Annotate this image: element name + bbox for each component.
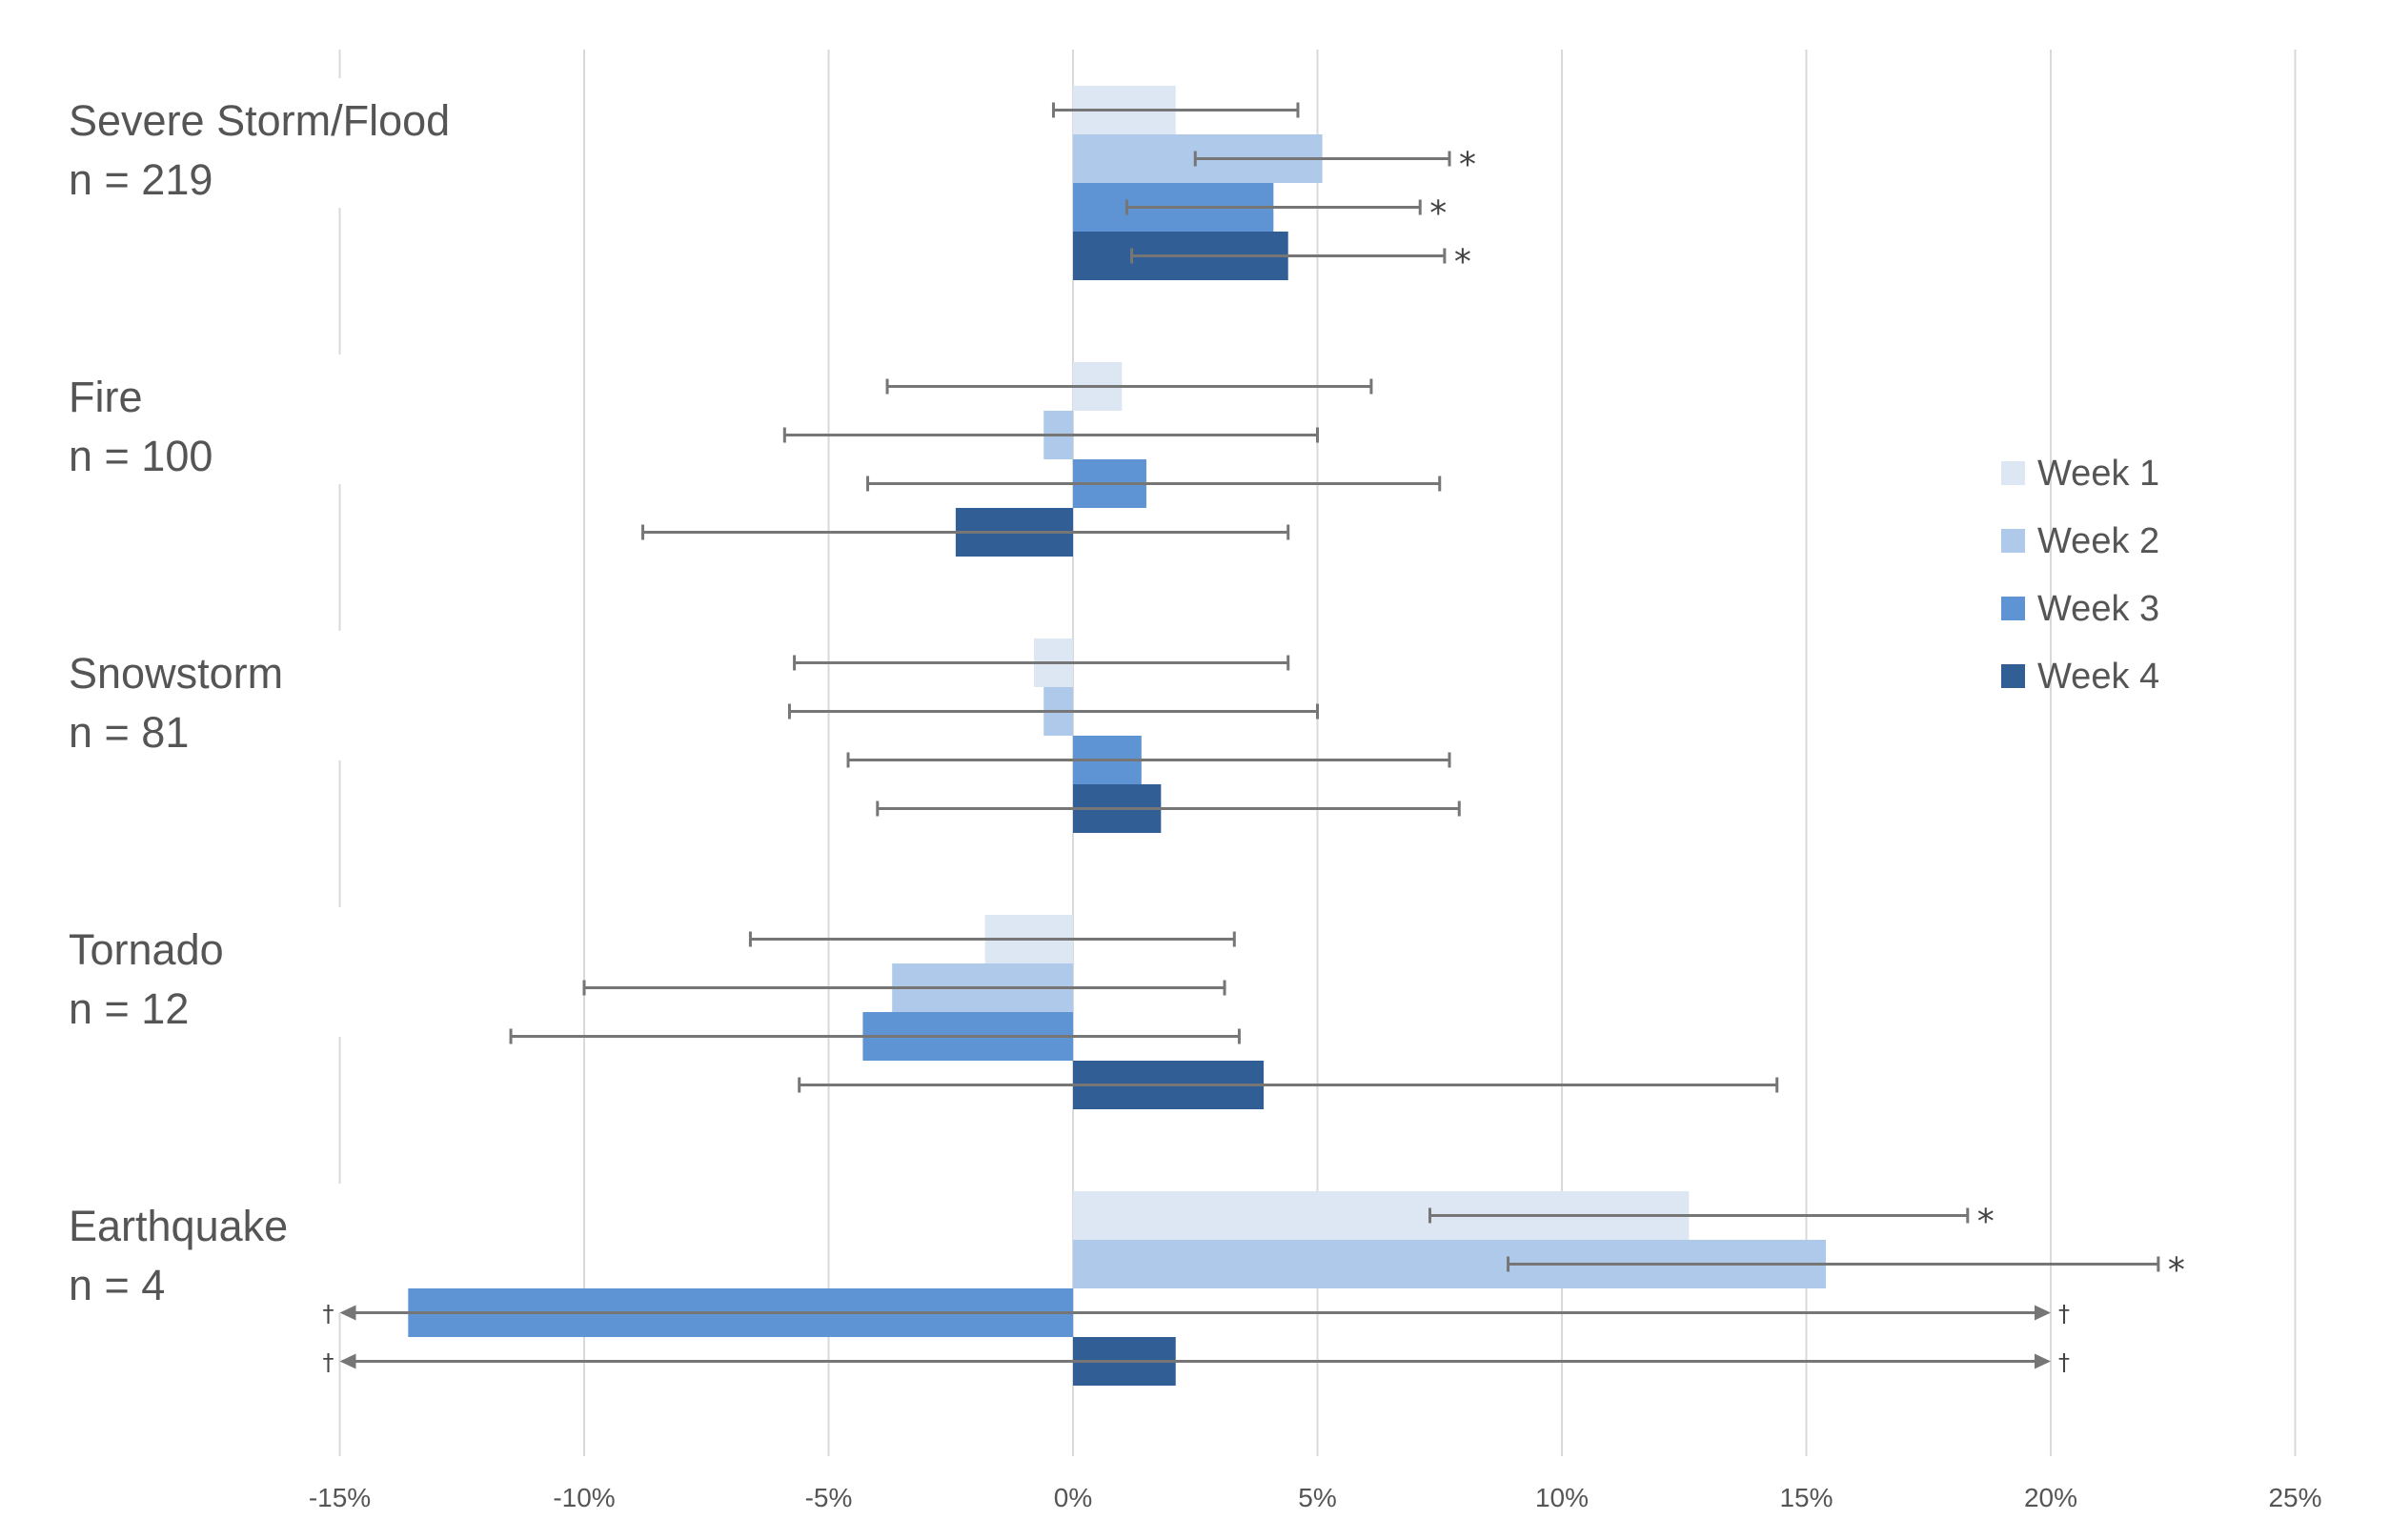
x-tick-label: -15% <box>309 1483 371 1512</box>
error-bar-arrow-left <box>339 1305 356 1321</box>
category-label-backdrop <box>59 631 505 760</box>
category-n-label: n = 219 <box>69 155 213 204</box>
category-n-label: n = 4 <box>69 1261 165 1309</box>
legend-swatch <box>2001 461 2025 485</box>
category-n-label: n = 100 <box>69 432 213 480</box>
category-name: Severe Storm/Flood <box>69 96 450 145</box>
category-label-backdrop <box>59 907 505 1037</box>
category-name: Tornado <box>69 925 224 974</box>
legend-swatch <box>2001 597 2025 620</box>
x-axis-tick-labels: -15% -10% -5% 0% 5% 10% 15% 20% 25% <box>309 1483 2322 1512</box>
legend-swatch <box>2001 664 2025 688</box>
x-tick-label: -5% <box>805 1483 853 1512</box>
truncation-marker: † <box>2058 1349 2070 1376</box>
category-name: Snowstorm <box>69 649 283 698</box>
legend: Week 1 Week 2 Week 3 Week 4 <box>2001 454 2159 697</box>
truncation-marker: † <box>323 1349 334 1376</box>
significance-marker: * <box>1454 243 1471 282</box>
x-tick-label: -10% <box>553 1483 615 1512</box>
error-bars <box>339 102 2160 1369</box>
significance-marker: * <box>1977 1203 1995 1242</box>
error-bar-arrow-right <box>2035 1353 2051 1369</box>
annotation-markers: ****† †*† † <box>323 146 2185 1376</box>
x-tick-label: 0% <box>1054 1483 1092 1512</box>
x-tick-label: 5% <box>1298 1483 1336 1512</box>
truncation-marker: † <box>2058 1301 2070 1327</box>
significance-marker: * <box>1429 194 1447 233</box>
x-tick-label: 20% <box>2024 1483 2077 1512</box>
significance-marker: * <box>1459 146 1476 185</box>
error-bar-arrow-right <box>2035 1305 2051 1321</box>
x-tick-label: 15% <box>1779 1483 1833 1512</box>
category-labels: Severe Storm/Flood n = 219 Fire n = 100 Snow… <box>59 78 505 1313</box>
legend-label: Week 1 <box>2037 454 2159 494</box>
x-tick-label: 25% <box>2268 1483 2321 1512</box>
x-tick-label: 10% <box>1535 1483 1589 1512</box>
category-n-label: n = 81 <box>69 708 189 757</box>
gridlines <box>338 50 2297 1456</box>
truncation-marker: † <box>323 1301 334 1327</box>
legend-label: Week 2 <box>2037 521 2159 561</box>
category-label-backdrop <box>59 78 505 208</box>
legend-label: Week 3 <box>2037 589 2159 629</box>
category-label-backdrop <box>59 355 505 484</box>
category-n-label: n = 12 <box>69 984 189 1033</box>
legend-label: Week 4 <box>2037 657 2159 697</box>
category-name: Fire <box>69 373 143 421</box>
bars <box>408 86 1827 1386</box>
legend-swatch <box>2001 529 2025 553</box>
category-name: Earthquake <box>69 1202 288 1250</box>
significance-marker: * <box>2168 1251 2185 1290</box>
error-bar-arrow-left <box>339 1353 356 1369</box>
